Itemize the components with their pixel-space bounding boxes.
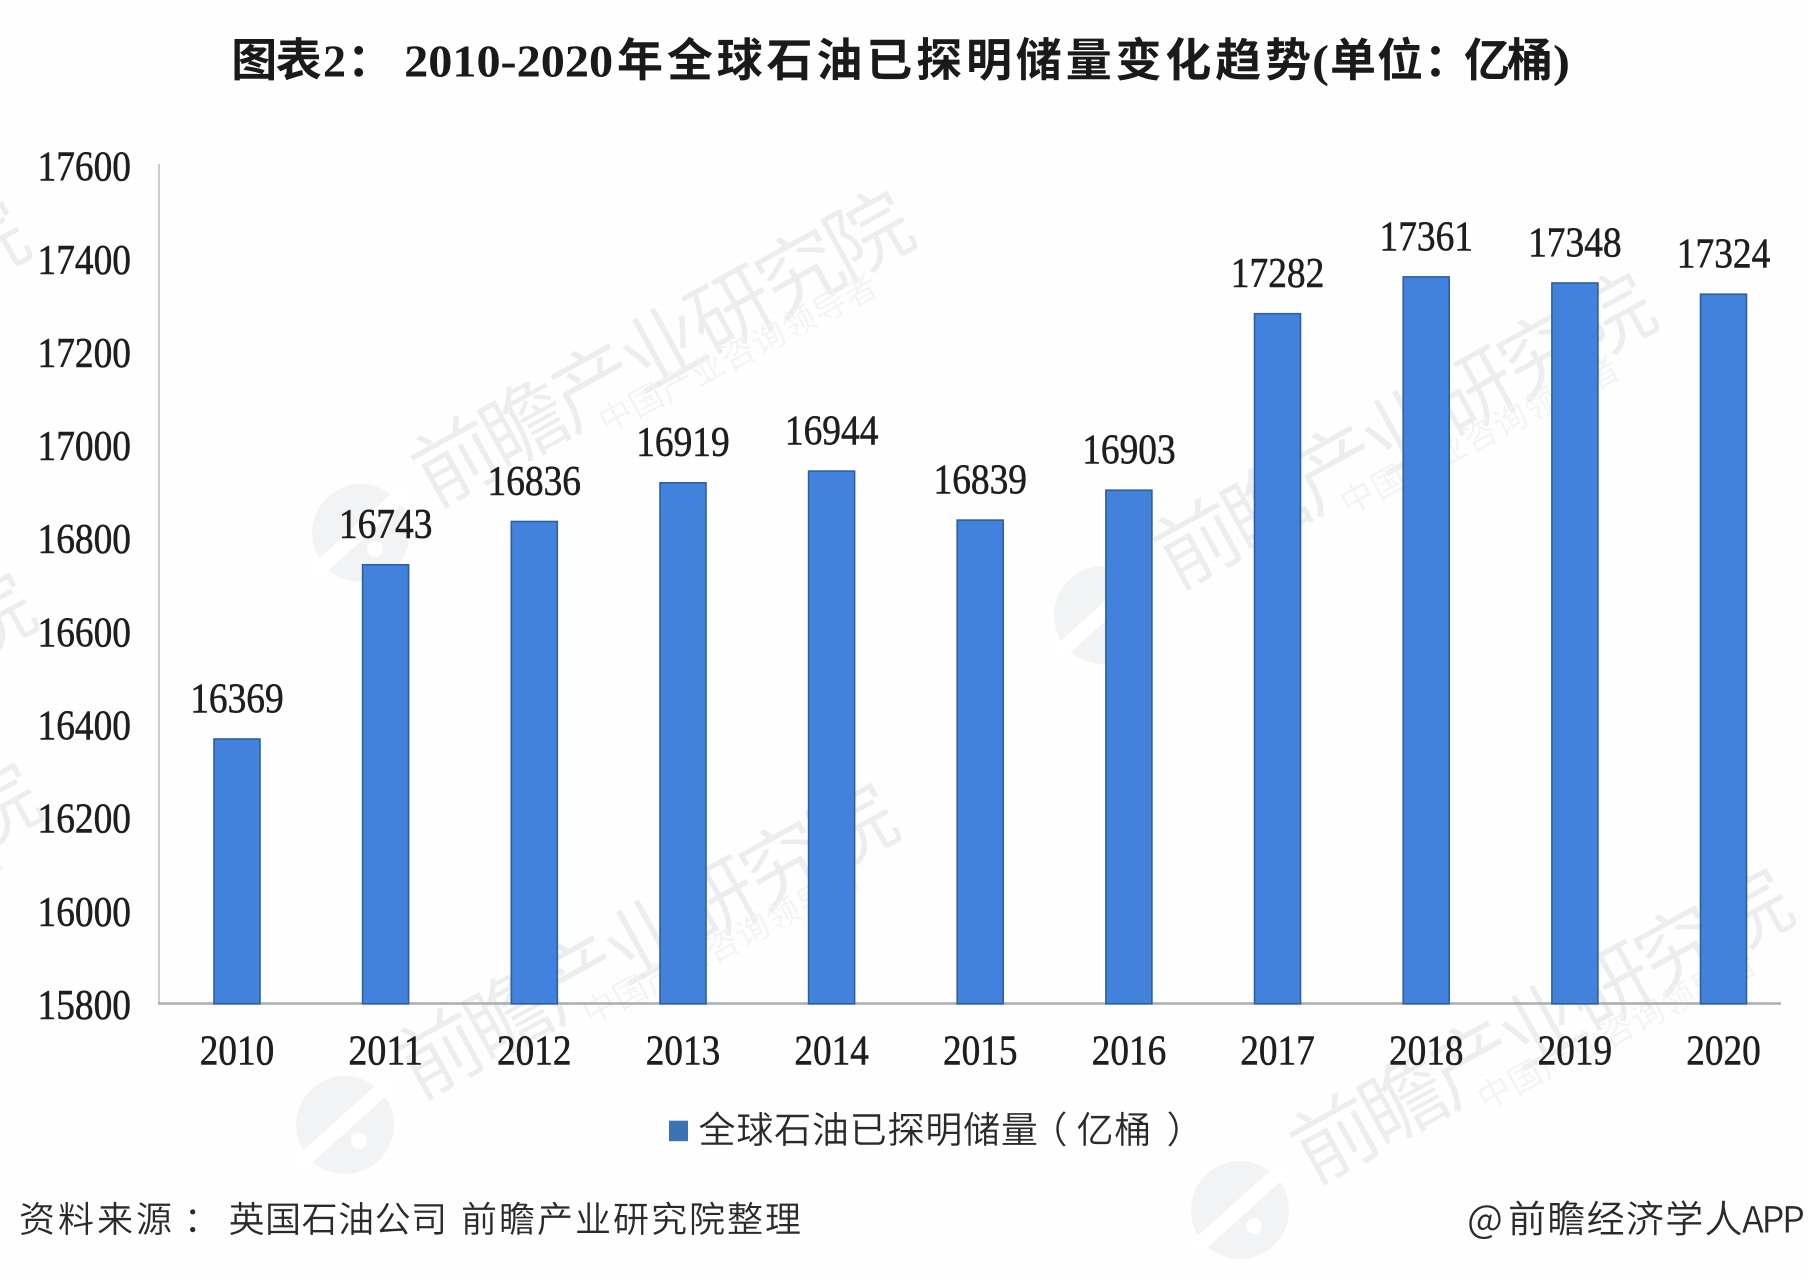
- svg-text:2019: 2019: [1538, 1028, 1613, 1074]
- svg-text:16600: 16600: [38, 610, 132, 656]
- svg-text:16839: 16839: [934, 458, 1028, 504]
- svg-text:2012: 2012: [497, 1028, 572, 1074]
- svg-text:16200: 16200: [38, 797, 132, 843]
- svg-text:2015: 2015: [943, 1028, 1018, 1074]
- svg-text:2018: 2018: [1389, 1028, 1464, 1074]
- svg-text:2010-2020: 2010-2020: [404, 35, 613, 86]
- svg-text:2010: 2010: [200, 1028, 274, 1074]
- svg-text:2017: 2017: [1240, 1028, 1315, 1074]
- svg-text:16919: 16919: [636, 420, 730, 466]
- svg-text:17600: 17600: [38, 145, 132, 191]
- svg-text:16800: 16800: [38, 517, 132, 563]
- svg-text:17200: 17200: [38, 331, 132, 377]
- svg-text:16400: 16400: [38, 704, 132, 750]
- svg-text:17400: 17400: [38, 238, 132, 284]
- svg-text:17348: 17348: [1528, 220, 1622, 266]
- svg-text:2016: 2016: [1092, 1028, 1167, 1074]
- svg-text:16000: 16000: [38, 890, 132, 936]
- svg-text:): ): [1553, 35, 1570, 86]
- svg-text:2020: 2020: [1686, 1028, 1761, 1074]
- svg-text:(: (: [1312, 35, 1329, 86]
- svg-text:17000: 17000: [38, 424, 132, 470]
- svg-text:16743: 16743: [339, 502, 433, 548]
- svg-text:16903: 16903: [1082, 428, 1176, 474]
- svg-text:16369: 16369: [190, 676, 284, 722]
- svg-text:2: 2: [323, 35, 346, 86]
- svg-text:17282: 17282: [1231, 251, 1325, 297]
- svg-text:15800: 15800: [38, 983, 132, 1029]
- svg-text:16836: 16836: [488, 459, 582, 505]
- svg-text:2013: 2013: [646, 1028, 721, 1074]
- svg-text:17361: 17361: [1380, 214, 1474, 260]
- svg-text:17324: 17324: [1677, 232, 1771, 278]
- svg-text:16944: 16944: [785, 409, 879, 455]
- svg-text:2011: 2011: [348, 1028, 423, 1074]
- svg-text:2014: 2014: [794, 1028, 869, 1074]
